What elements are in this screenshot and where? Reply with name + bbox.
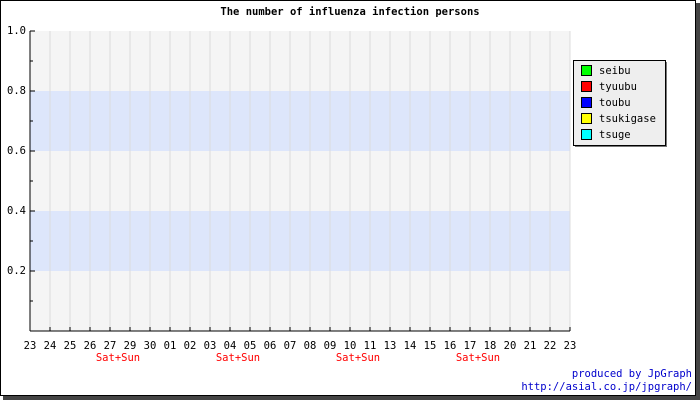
x-tick-label: 24 xyxy=(44,340,57,352)
x-sublabel: Sat+Sun xyxy=(96,352,140,364)
x-tick-label: 17 xyxy=(464,340,477,352)
x-tick-label: 21 xyxy=(524,340,537,352)
legend-swatch xyxy=(581,113,592,124)
y-tick-label: 0.4 xyxy=(7,205,26,217)
x-tick-label: 03 xyxy=(204,340,217,352)
x-tick-label: 27 xyxy=(104,340,117,352)
legend-swatch xyxy=(581,97,592,108)
plot-area xyxy=(30,31,570,331)
chart-title: The number of influenza infection person… xyxy=(220,6,479,18)
legend-label: tsukigase xyxy=(599,113,656,125)
band xyxy=(30,91,570,151)
x-tick-label: 20 xyxy=(504,340,517,352)
x-tick-label: 14 xyxy=(404,340,417,352)
x-sublabel: Sat+Sun xyxy=(216,352,260,364)
x-tick-label: 23 xyxy=(24,340,37,352)
x-tick-label: 01 xyxy=(164,340,177,352)
x-tick-label: 23 xyxy=(564,340,577,352)
footer: produced by JpGraph xyxy=(572,368,692,380)
x-tick-label: 04 xyxy=(224,340,237,352)
x-sublabel: Sat+Sun xyxy=(456,352,500,364)
x-tick-label: 29 xyxy=(124,340,137,352)
y-tick-label: 0.6 xyxy=(7,145,26,157)
x-tick-label: 10 xyxy=(344,340,357,352)
x-tick-label: 30 xyxy=(144,340,157,352)
x-tick-label: 11 xyxy=(364,340,377,352)
y-tick-label: 0.8 xyxy=(7,85,26,97)
x-sublabel: Sat+Sun xyxy=(336,352,380,364)
x-tick-label: 25 xyxy=(64,340,77,352)
legend-label: toubu xyxy=(599,97,631,109)
y-tick-label: 1.0 xyxy=(7,25,26,37)
legend-swatch xyxy=(581,129,592,140)
y-tick-label: 0.2 xyxy=(7,265,26,277)
legend-label: tyuubu xyxy=(599,81,637,93)
x-tick-label: 02 xyxy=(184,340,197,352)
legend-swatch xyxy=(581,65,592,76)
legend-swatch xyxy=(581,81,592,92)
x-tick-label: 18 xyxy=(484,340,497,352)
legend-label: tsuge xyxy=(599,129,631,141)
x-tick-label: 15 xyxy=(424,340,437,352)
x-tick-label: 13 xyxy=(384,340,397,352)
legend-label: seibu xyxy=(599,65,631,77)
x-tick-label: 08 xyxy=(304,340,317,352)
x-tick-label: 06 xyxy=(264,340,277,352)
x-tick-label: 22 xyxy=(544,340,557,352)
band xyxy=(30,211,570,271)
x-tick-label: 16 xyxy=(444,340,457,352)
footer: http://asial.co.jp/jpgraph/ xyxy=(521,381,692,393)
x-tick-label: 09 xyxy=(324,340,337,352)
x-tick-label: 05 xyxy=(244,340,257,352)
x-tick-label: 26 xyxy=(84,340,97,352)
x-tick-label: 07 xyxy=(284,340,297,352)
